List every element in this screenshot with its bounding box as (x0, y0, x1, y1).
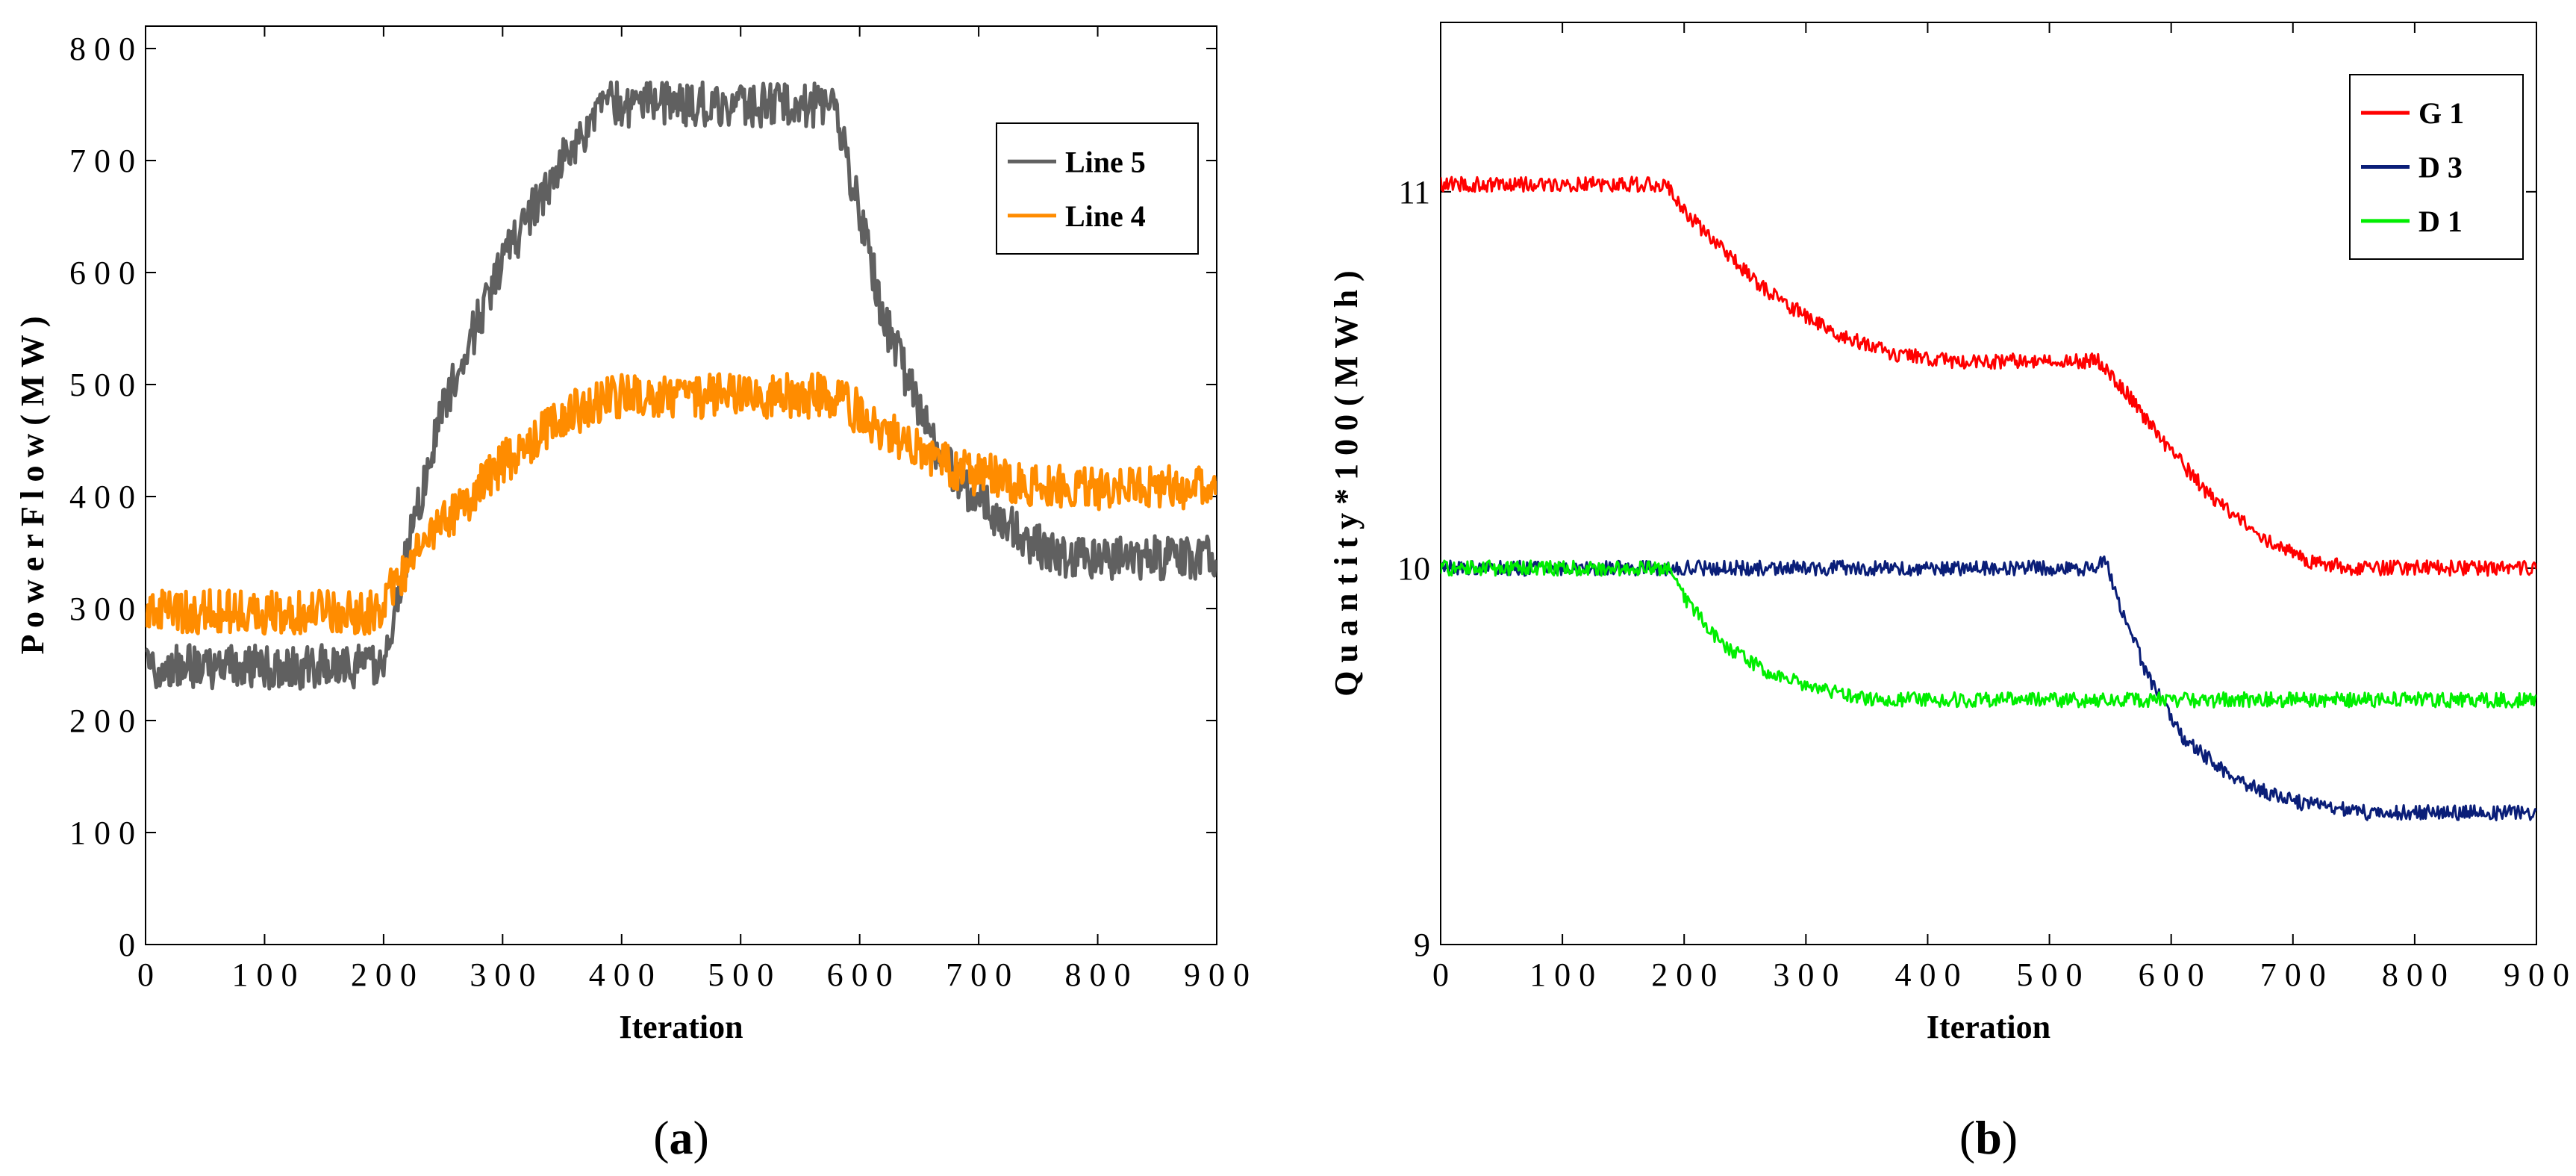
panel-label-letter: a (670, 1111, 693, 1164)
x-tick-label: 4 0 0 (1894, 956, 1960, 993)
x-tick-label: 5 0 0 (708, 956, 773, 993)
y-axis-title: Q u a n t i t y * 1 0 0 ( M W h ) (1328, 270, 1365, 696)
y-tick-label: 7 0 0 (69, 143, 135, 179)
x-tick-label: 3 0 0 (1773, 956, 1839, 993)
x-tick-label: 3 0 0 (470, 956, 535, 993)
series-line-d1 (1441, 559, 2536, 709)
panel-label: (a) (653, 1111, 709, 1164)
panel-label-close: ) (2002, 1111, 2018, 1164)
legend-label: D 3 (2418, 151, 2463, 184)
x-axis-title: Iteration (1927, 1009, 2050, 1045)
x-tick-label: 5 0 0 (2017, 956, 2083, 993)
x-tick-label: 9 0 0 (2504, 956, 2569, 993)
series-line-g1 (1441, 175, 2536, 577)
x-tick-label: 9 0 0 (1184, 956, 1250, 993)
panel-b: 0 1 0 0 2 0 0 3 0 0 4 0 0 5 0 0 6 0 0 7 0 0 8 0 … (1328, 22, 2569, 1164)
legend: Line 5 Line 4 (996, 122, 1199, 255)
x-tick-label: 2 0 0 (1651, 956, 1717, 993)
y-tick-label: 5 0 0 (69, 367, 135, 403)
x-tick-label: 4 0 0 (589, 956, 655, 993)
x-tick-label: 2 0 0 (351, 956, 417, 993)
legend-label: Line 5 (1065, 145, 1146, 178)
y-tick-label: 11 (1399, 174, 1430, 211)
panel-label-open: ( (653, 1111, 669, 1164)
panel-label-letter: b (1975, 1111, 2002, 1164)
y-tick-label: 3 0 0 (69, 591, 135, 627)
x-tick-label: 8 0 0 (2382, 956, 2448, 993)
y-tick-label: 4 0 0 (69, 479, 135, 515)
panel-a: 0 1 0 0 2 0 0 3 0 0 4 0 0 5 0 0 6 0 0 7 0 0 8 0 … (14, 25, 1250, 1164)
x-axis-title: Iteration (619, 1009, 743, 1045)
y-axis-title: P o w e r F l o w ( M W ) (14, 317, 51, 655)
x-tick-label: 6 0 0 (827, 956, 893, 993)
y-tick-label: 0 (119, 927, 135, 963)
y-tick-label: 6 0 0 (69, 255, 135, 291)
y-tick-label: 1 0 0 (69, 815, 135, 851)
series-line-line4 (146, 371, 1217, 636)
x-tick-label: 0 (1432, 956, 1449, 993)
legend-box (996, 122, 1199, 255)
y-tick-label: 10 (1397, 550, 1430, 587)
y-tick-label: 2 0 0 (69, 703, 135, 739)
x-tick-label: 0 (137, 956, 154, 993)
x-tick-label: 7 0 0 (946, 956, 1011, 993)
x-tick-label: 7 0 0 (2260, 956, 2326, 993)
legend: G 1 D 3 D 1 (2349, 74, 2524, 260)
legend-label: D 1 (2418, 205, 2463, 238)
panel-label-open: ( (1959, 1111, 1975, 1164)
panel-label: (b) (1959, 1111, 2018, 1164)
x-tick-label: 8 0 0 (1065, 956, 1131, 993)
x-tick-label: 1 0 0 (231, 956, 297, 993)
series-line-d3 (1441, 555, 2536, 821)
legend-label: G 1 (2418, 96, 2464, 130)
series-line-line5 (146, 80, 1217, 691)
y-tick-label: 8 0 0 (69, 31, 135, 67)
panel-label-close: ) (693, 1111, 709, 1164)
legend-label: Line 4 (1065, 199, 1146, 233)
x-tick-label: 1 0 0 (1529, 956, 1595, 993)
x-tick-label: 6 0 0 (2139, 956, 2204, 993)
y-tick-label: 9 (1414, 927, 1430, 963)
